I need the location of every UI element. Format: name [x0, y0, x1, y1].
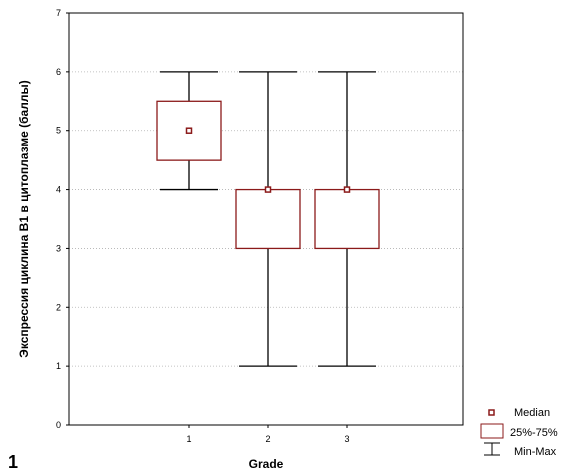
y-tick-label: 2: [56, 302, 61, 312]
y-tick-label: 3: [56, 243, 61, 253]
legend-box-symbol: [480, 423, 504, 439]
x-tick-label: 1: [186, 434, 191, 444]
y-tick-label: 5: [56, 126, 61, 136]
y-tick-label: 1: [56, 361, 61, 371]
y-axis-ticks: 0 1 2 3 4 5 6 7: [56, 8, 69, 430]
boxes: [156, 71, 380, 367]
y-tick-label: 0: [56, 420, 61, 430]
y-tick-label: 7: [56, 8, 61, 18]
x-axis-label: Grade: [249, 457, 284, 471]
iqr-box: [314, 188, 380, 250]
median-marker: [264, 186, 272, 193]
legend-whisker-symbol: [484, 442, 500, 456]
iqr-box: [235, 188, 301, 250]
x-axis-ticks: 1 2 3: [186, 425, 350, 444]
y-axis-label: Экспрессия циклина B1 в цитоплазме (балл…: [17, 80, 31, 357]
median-marker: [343, 186, 351, 193]
box-group: [314, 71, 380, 367]
legend-median-label: Median: [514, 407, 550, 419]
plot-area: [68, 12, 464, 426]
x-tick-label: 2: [265, 434, 270, 444]
x-tick-label: 3: [344, 434, 349, 444]
y-tick-label: 4: [56, 185, 61, 195]
box-group: [235, 71, 301, 367]
box-group: [156, 71, 222, 191]
legend-whisker-label: Min-Max: [514, 446, 557, 458]
y-tick-label: 6: [56, 67, 61, 77]
median-marker: [185, 127, 193, 134]
legend-box-label: 25%-75%: [510, 427, 558, 439]
legend: Median 25%-75% Min-Max: [480, 407, 558, 458]
legend-median-symbol: [488, 409, 495, 416]
panel-label: 1: [8, 452, 18, 472]
